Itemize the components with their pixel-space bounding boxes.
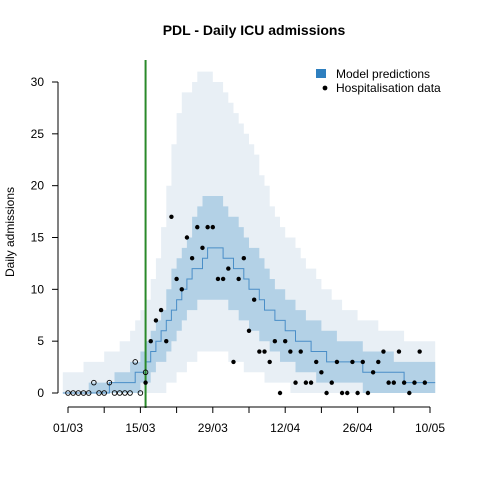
data-point-filled bbox=[288, 349, 293, 354]
data-point-filled bbox=[153, 318, 159, 323]
data-point-filled bbox=[226, 266, 231, 271]
data-point-filled bbox=[345, 390, 350, 396]
data-point-filled bbox=[370, 370, 376, 375]
data-point-open bbox=[142, 369, 149, 376]
y-tick-label: 5 bbox=[37, 334, 44, 348]
data-point-filled bbox=[303, 380, 309, 385]
x-tick-label: 10/05 bbox=[415, 421, 445, 435]
data-point-filled bbox=[262, 349, 267, 354]
data-point-filled bbox=[184, 235, 190, 240]
data-point-filled bbox=[215, 276, 221, 282]
data-point-filled bbox=[319, 370, 324, 375]
data-point-filled bbox=[324, 390, 329, 396]
data-point-filled bbox=[396, 349, 402, 354]
data-point-open bbox=[91, 379, 97, 386]
x-tick-label: 29/03 bbox=[198, 421, 228, 435]
legend: Model predictions Hospitalisation data bbox=[316, 67, 441, 95]
median-prediction-line bbox=[62, 247, 436, 394]
data-point-filled bbox=[169, 214, 174, 219]
data-point-filled bbox=[272, 338, 278, 344]
data-point-open bbox=[106, 379, 113, 386]
data-point-open bbox=[75, 390, 82, 396]
data-point-filled bbox=[417, 349, 422, 354]
data-point-open bbox=[132, 359, 138, 365]
data-point-filled bbox=[231, 359, 236, 365]
data-point-filled bbox=[329, 380, 334, 385]
data-point-filled bbox=[298, 349, 303, 354]
data-point-filled bbox=[314, 359, 319, 365]
data-point-filled bbox=[164, 338, 169, 344]
data-point-filled bbox=[158, 307, 164, 313]
data-point-open bbox=[127, 390, 133, 396]
data-point-filled bbox=[241, 256, 247, 261]
data-point-filled bbox=[148, 338, 153, 344]
data-point-filled bbox=[360, 359, 365, 365]
data-point-filled bbox=[179, 287, 184, 292]
legend-model-label: Model predictions bbox=[336, 67, 430, 81]
data-point-open bbox=[65, 390, 71, 396]
data-point-filled bbox=[391, 380, 396, 385]
data-point-open bbox=[80, 390, 87, 396]
data-point-filled bbox=[334, 359, 340, 365]
data-point-filled bbox=[308, 380, 314, 385]
data-point-filled bbox=[277, 390, 283, 396]
data-point-filled bbox=[412, 380, 417, 385]
data-point-open bbox=[111, 390, 118, 396]
legend-model-swatch bbox=[316, 69, 326, 78]
outer-prediction-band bbox=[62, 71, 436, 393]
x-tick-label: 15/03 bbox=[125, 421, 155, 435]
axes: 0 5 10 15 20 25 30 01/03 15/03 29/03 12/04 26/04 10/… bbox=[31, 75, 446, 435]
x-tick-label: 01/03 bbox=[53, 421, 83, 435]
data-point-open bbox=[101, 390, 107, 396]
data-point-filled bbox=[339, 390, 345, 396]
data-point-open bbox=[137, 390, 144, 396]
data-point-filled bbox=[257, 349, 262, 354]
data-point-open bbox=[96, 390, 102, 396]
legend-data-marker bbox=[322, 85, 328, 91]
data-point-filled bbox=[236, 276, 241, 282]
data-point-filled bbox=[200, 245, 205, 251]
y-tick-label: 15 bbox=[31, 231, 45, 245]
data-point-open bbox=[70, 390, 76, 396]
data-point-open bbox=[85, 390, 92, 396]
y-tick-label: 0 bbox=[37, 386, 44, 400]
data-point-filled bbox=[401, 380, 407, 385]
data-point-filled bbox=[422, 380, 428, 385]
data-point-filled bbox=[407, 390, 412, 396]
x-tick-label: 26/04 bbox=[343, 421, 373, 435]
chart-title: PDL - Daily ICU admissions bbox=[163, 22, 346, 38]
legend-data-label: Hospitalisation data bbox=[336, 81, 441, 95]
data-point-open bbox=[122, 390, 128, 396]
data-point-filled bbox=[381, 349, 386, 354]
plot-area bbox=[62, 60, 436, 408]
data-point-filled bbox=[365, 390, 371, 396]
data-point-filled bbox=[376, 359, 381, 365]
data-point-filled bbox=[283, 338, 288, 344]
data-point-filled bbox=[251, 297, 257, 302]
y-tick-label: 30 bbox=[31, 75, 45, 89]
data-point-filled bbox=[143, 380, 148, 385]
data-point-filled bbox=[355, 390, 360, 396]
y-tick-label: 20 bbox=[31, 179, 45, 193]
data-point-filled bbox=[189, 256, 195, 261]
data-point-filled bbox=[350, 359, 355, 365]
data-point-filled bbox=[220, 276, 226, 282]
data-point-filled bbox=[205, 224, 210, 230]
data-point-filled bbox=[267, 359, 272, 365]
y-axis-label: Daily admissions bbox=[3, 187, 17, 277]
y-tick-label: 25 bbox=[31, 127, 45, 141]
data-point-filled bbox=[293, 380, 298, 385]
data-point-filled bbox=[386, 380, 391, 385]
data-point-filled bbox=[174, 276, 179, 282]
data-point-filled bbox=[195, 224, 200, 230]
x-tick-label: 12/04 bbox=[270, 421, 300, 435]
y-tick-label: 10 bbox=[31, 282, 45, 296]
data-point-filled bbox=[210, 224, 215, 230]
data-point-open bbox=[116, 390, 123, 396]
data-point-filled bbox=[246, 328, 252, 333]
